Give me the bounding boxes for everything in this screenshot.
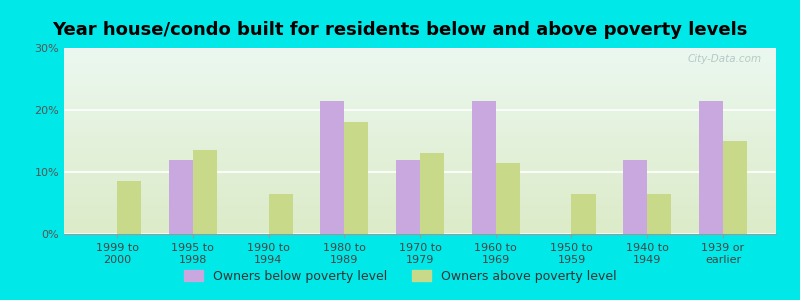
Bar bbox=[396, 160, 420, 234]
Bar bbox=[269, 194, 293, 234]
Legend: Owners below poverty level, Owners above poverty level: Owners below poverty level, Owners above… bbox=[179, 265, 621, 288]
Bar bbox=[623, 160, 647, 234]
Bar bbox=[420, 153, 444, 234]
Text: Year house/condo built for residents below and above poverty levels: Year house/condo built for residents bel… bbox=[52, 21, 748, 39]
Bar bbox=[698, 101, 723, 234]
Bar bbox=[571, 194, 596, 234]
Bar bbox=[471, 101, 496, 234]
Bar bbox=[344, 122, 369, 234]
Bar bbox=[169, 160, 193, 234]
Bar bbox=[193, 150, 217, 234]
Bar bbox=[117, 181, 142, 234]
Bar bbox=[647, 194, 671, 234]
Text: City-Data.com: City-Data.com bbox=[688, 54, 762, 64]
Bar bbox=[496, 163, 520, 234]
Bar bbox=[723, 141, 747, 234]
Bar bbox=[320, 101, 344, 234]
